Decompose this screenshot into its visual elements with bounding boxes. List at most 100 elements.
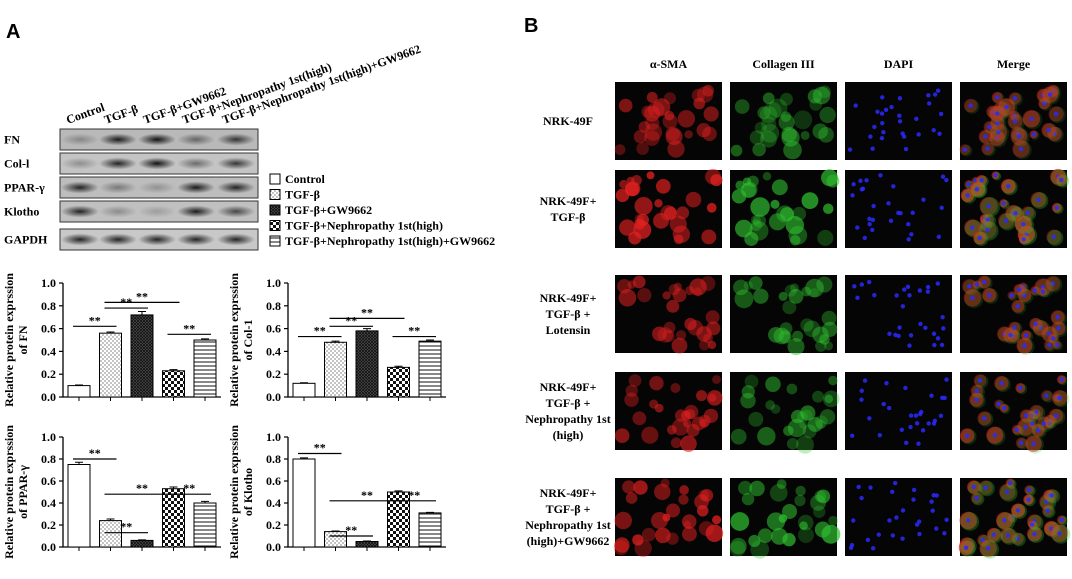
cell xyxy=(619,219,636,236)
nucleus xyxy=(1018,385,1023,391)
nucleus xyxy=(897,96,903,101)
nucleus xyxy=(910,210,915,216)
nucleus xyxy=(1008,332,1013,338)
cell xyxy=(663,321,676,334)
cell xyxy=(634,196,653,216)
cell xyxy=(662,291,671,300)
lane-label: Control xyxy=(64,100,107,127)
cell xyxy=(632,534,644,546)
cell xyxy=(649,376,664,391)
cell xyxy=(682,526,697,542)
nucleus xyxy=(870,146,875,151)
cell xyxy=(712,515,722,525)
nucleus xyxy=(923,325,928,330)
cell xyxy=(654,403,664,413)
nucleus xyxy=(1021,222,1026,227)
panel-label: A xyxy=(6,21,20,43)
cell xyxy=(680,410,691,421)
significance-label: ** xyxy=(345,313,357,327)
cell xyxy=(797,527,814,544)
nucleus xyxy=(886,201,891,206)
y-tick-label: 0.8 xyxy=(266,452,281,466)
nucleus xyxy=(879,111,885,116)
nucleus xyxy=(1001,405,1007,411)
cell xyxy=(669,215,687,233)
cell xyxy=(821,524,841,544)
cell xyxy=(828,375,838,386)
nucleus xyxy=(1023,333,1029,338)
nucleus xyxy=(897,113,902,118)
cell xyxy=(644,123,663,141)
cell xyxy=(799,521,808,530)
cell xyxy=(752,142,766,157)
blot-band xyxy=(138,233,176,246)
cell xyxy=(795,485,806,497)
y-tick-label: 0.4 xyxy=(41,496,56,510)
significance-label: ** xyxy=(361,305,373,319)
cell xyxy=(782,300,797,315)
cell xyxy=(790,409,805,424)
cell xyxy=(672,288,687,303)
cell xyxy=(786,437,799,450)
nucleus xyxy=(939,205,944,210)
error-bar xyxy=(106,518,115,521)
cell xyxy=(781,126,797,143)
error-bar xyxy=(201,338,209,340)
nucleus xyxy=(849,433,855,438)
cell xyxy=(706,202,717,213)
cell xyxy=(822,390,840,408)
row-label: Nephropathy 1st xyxy=(525,412,610,426)
row-label: Lotensin xyxy=(546,323,591,337)
y-tick-label: 0.2 xyxy=(41,518,56,532)
cell xyxy=(816,276,833,293)
cell xyxy=(787,418,807,438)
cell xyxy=(812,86,831,105)
error-bar xyxy=(138,539,146,541)
cell xyxy=(730,512,750,531)
nucleus xyxy=(872,292,877,298)
row-label: (high) xyxy=(553,428,584,442)
nucleus xyxy=(985,146,990,151)
nucleus xyxy=(870,227,875,233)
legend-label: TGF-β xyxy=(285,188,320,202)
nucleus xyxy=(1035,428,1041,433)
blot-band xyxy=(177,157,215,170)
nucleus xyxy=(965,193,970,198)
cell xyxy=(655,527,671,544)
cell xyxy=(812,390,824,403)
y-axis-label: of PPAR-γ xyxy=(16,465,30,519)
nucleus xyxy=(944,177,949,183)
legend-swatch xyxy=(269,189,281,200)
cell xyxy=(693,287,703,296)
blot-band xyxy=(138,157,176,170)
cell xyxy=(641,527,656,542)
cell xyxy=(625,492,638,504)
nucleus xyxy=(867,279,872,285)
y-axis-label: Relative protein exprssion xyxy=(227,425,241,559)
nucleus xyxy=(1047,342,1052,348)
cell xyxy=(757,106,771,120)
blot-row-label: PPAR-γ xyxy=(4,181,45,195)
significance-label: ** xyxy=(183,321,195,335)
cell xyxy=(707,340,717,350)
nucleus xyxy=(879,135,885,141)
blot-band xyxy=(177,233,215,246)
bar xyxy=(355,330,379,398)
cell xyxy=(730,537,747,555)
cell xyxy=(631,174,642,186)
cell xyxy=(710,174,723,187)
nucleus xyxy=(850,193,855,198)
nucleus xyxy=(858,178,863,183)
nucleus xyxy=(1044,499,1049,504)
nucleus xyxy=(1021,237,1026,242)
cell xyxy=(683,520,692,529)
nucleus xyxy=(876,532,881,537)
micrograph xyxy=(845,372,952,450)
nucleus xyxy=(927,101,932,106)
nucleus xyxy=(865,537,871,543)
cell xyxy=(750,197,770,217)
cell xyxy=(801,192,819,210)
row-label: TGF-β + xyxy=(546,396,591,410)
cell xyxy=(828,515,839,526)
